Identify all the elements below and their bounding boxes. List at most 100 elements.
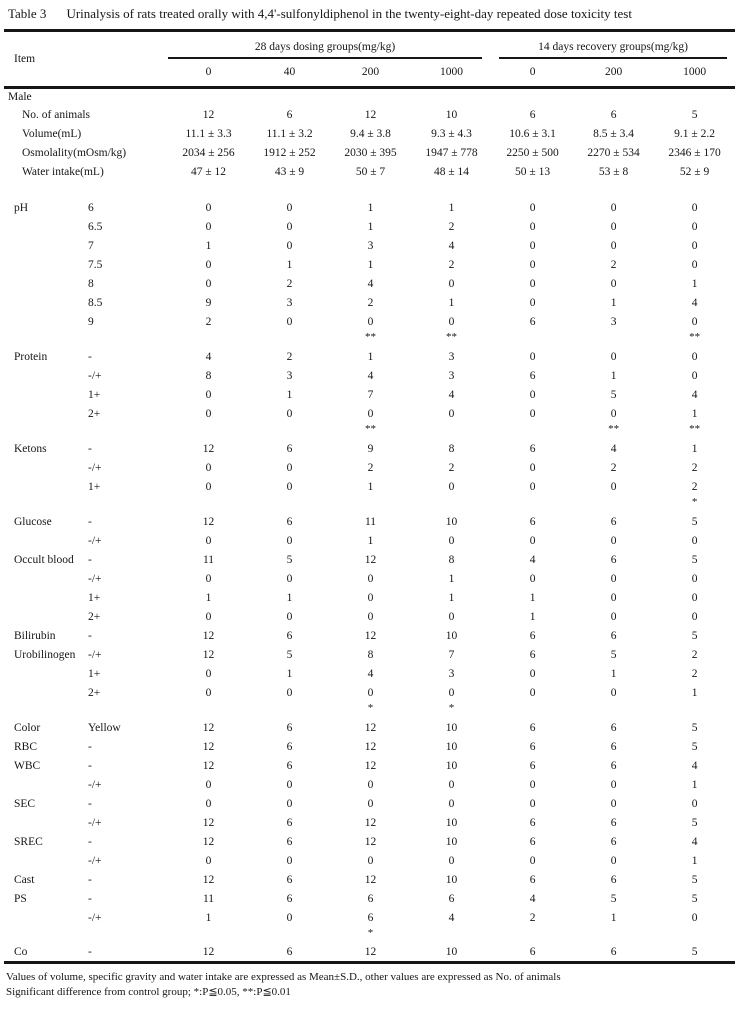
table-row: 8.5 9 3 2 1 0 1 4 [4, 294, 735, 313]
row-sub-label [84, 703, 168, 719]
value-cell: 9 [367, 443, 374, 455]
value-cell: 0 [691, 221, 698, 233]
value-cell: 2 [529, 912, 536, 924]
significance-marker [249, 424, 330, 440]
value-cell: 2030 ± 395 [344, 147, 397, 159]
significance-row: * [4, 927, 735, 944]
significance-marker [168, 703, 249, 719]
value-cell: 12 [202, 817, 215, 829]
value-cell: 2250 ± 500 [506, 147, 559, 159]
row-sub-label: 6 [88, 202, 94, 214]
value-cell: 0 [529, 351, 536, 363]
value-cell: 0 [286, 462, 293, 474]
value-cell: 6 [610, 630, 617, 642]
value-cell: 4 [529, 893, 536, 905]
value-cell: 5 [691, 946, 698, 959]
row-sub-label: - [88, 760, 92, 772]
table-row: -/+ 1 0 6 4 2 1 0 [4, 909, 735, 928]
table-row: Bilirubin - 12 6 12 10 6 6 5 [4, 627, 735, 646]
value-cell: 8 [205, 370, 212, 382]
value-cell: 6 [610, 554, 617, 566]
row-sub-label [84, 497, 168, 513]
table-row: -/+ 12 6 12 10 6 6 5 [4, 814, 735, 833]
value-cell: 6 [529, 817, 536, 829]
value-cell: 9 [205, 297, 212, 309]
col-header-dose-5: 200 [573, 58, 655, 89]
value-cell: 43 ± 9 [274, 166, 305, 178]
value-cell: 12 [364, 109, 377, 121]
value-cell: 1 [367, 202, 374, 214]
row-item-label [4, 909, 84, 928]
value-cell: 5 [691, 516, 698, 528]
value-cell: 6 [367, 893, 374, 905]
row-item-label [4, 313, 84, 332]
value-cell: 3 [448, 668, 455, 680]
row-sub-label: 1+ [88, 592, 101, 604]
value-cell: 5 [286, 649, 293, 661]
table-body: Male No. of animals 12 6 12 10 6 6 5 Volume(mL) 11… [4, 88, 735, 963]
value-cell: 0 [610, 221, 617, 233]
value-cell: 7 [367, 389, 374, 401]
row-item-label [4, 367, 84, 386]
value-cell: 0 [529, 389, 536, 401]
value-cell: 0 [205, 611, 212, 623]
col-header-dose-4: 0 [492, 58, 574, 89]
significance-marker [411, 928, 492, 944]
table-row: -/+ 0 0 2 2 0 2 2 [4, 459, 735, 478]
table-row: pH 6 0 0 1 1 0 0 0 [4, 199, 735, 218]
value-cell: 0 [205, 462, 212, 474]
value-cell: 8 [367, 649, 374, 661]
row-item-label [4, 852, 84, 871]
value-cell: 11.1 ± 3.2 [266, 128, 313, 140]
row-sub-label: -/+ [88, 855, 102, 867]
value-cell: 0 [448, 798, 455, 810]
row-sub-label [84, 106, 168, 125]
row-sub-label: 2+ [88, 408, 101, 420]
table-row: Ketons - 12 6 9 8 6 4 1 [4, 440, 735, 459]
value-cell: 5 [286, 554, 293, 566]
value-cell: 1 [691, 779, 698, 791]
row-sub-label: 9 [88, 316, 94, 328]
value-cell: 0 [286, 481, 293, 493]
value-cell: 0 [286, 202, 293, 214]
value-cell: 0 [205, 202, 212, 214]
row-item-label: SREC [14, 836, 43, 848]
table-caption: Table 3 Urinalysis of rats treated orally… [8, 6, 732, 22]
value-cell: 5 [691, 109, 698, 121]
table-row: Co - 12 6 12 10 6 6 5 [4, 944, 735, 963]
value-cell: 1 [448, 573, 455, 585]
table-row: 7.5 0 1 1 2 0 2 0 [4, 256, 735, 275]
value-cell: 0 [286, 316, 293, 328]
value-cell: 0 [610, 408, 617, 420]
row-item-label [4, 928, 84, 944]
value-cell: 12 [202, 443, 215, 455]
significance-marker: ** [365, 422, 377, 435]
row-sub-label [84, 928, 168, 944]
value-cell: 0 [448, 278, 455, 290]
value-cell: 10 [445, 109, 458, 121]
value-cell: 6 [529, 109, 536, 121]
value-cell: 6 [367, 912, 374, 924]
value-cell: 3 [448, 370, 455, 382]
row-sub-label: -/+ [88, 779, 102, 791]
value-cell: 0 [286, 687, 293, 699]
row-item-label: Protein [14, 351, 48, 363]
significance-marker [168, 424, 249, 440]
value-cell: 0 [205, 687, 212, 699]
table-row: SREC - 12 6 12 10 6 6 4 [4, 833, 735, 852]
table-row: Osmolality(mOsm/kg) 2034 ± 256 1912 ± 252 2… [4, 144, 735, 163]
col-header-dose-6: 1000 [654, 58, 736, 89]
value-cell: 12 [202, 760, 215, 772]
significance-marker [168, 928, 249, 944]
value-cell: 1 [610, 370, 617, 382]
value-cell: 52 ± 9 [679, 166, 710, 178]
row-item-label [4, 497, 84, 513]
value-cell: 0 [205, 259, 212, 271]
row-item-label [4, 386, 84, 405]
row-item-label [4, 608, 84, 627]
value-cell: 1 [610, 912, 617, 924]
value-cell: 12 [364, 946, 377, 959]
value-cell: 0 [610, 351, 617, 363]
value-cell: 12 [364, 630, 377, 642]
value-cell: 6 [610, 760, 617, 772]
